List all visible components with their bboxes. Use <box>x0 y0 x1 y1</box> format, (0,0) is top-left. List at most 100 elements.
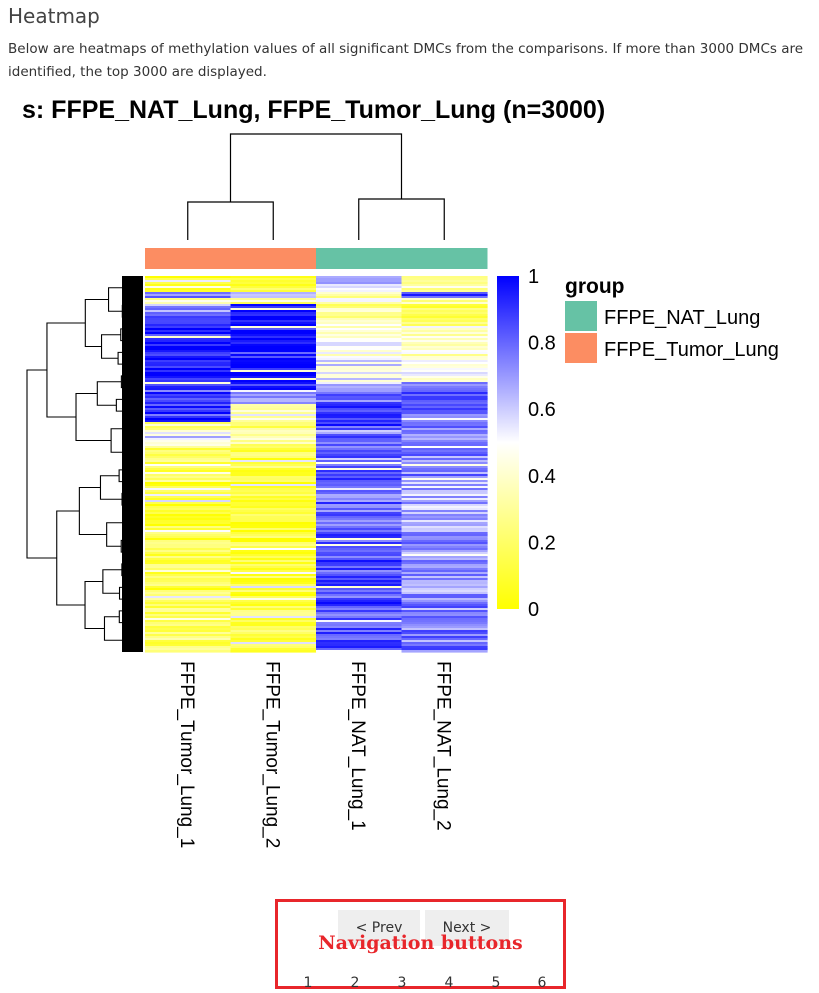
heatmap-cell <box>230 278 317 281</box>
group-legend: group FFPE_NAT_Lung FFPE_Tumor_Lung <box>565 275 779 363</box>
heatmap-cell <box>145 530 232 533</box>
heatmap-cell <box>145 592 232 595</box>
heatmap-cell <box>316 394 403 397</box>
heatmap-cell <box>230 614 317 617</box>
heatmap-cell <box>401 406 488 409</box>
page-number-link[interactable]: 2 <box>350 975 360 991</box>
heatmap-cell <box>316 496 403 499</box>
heatmap-cell <box>230 366 317 369</box>
heatmap-cell <box>401 316 488 319</box>
heatmap-cell <box>401 444 488 447</box>
heatmap-cell <box>145 420 232 423</box>
heatmap-cell <box>316 450 403 453</box>
heatmap-cell <box>230 552 317 555</box>
heatmap-cell <box>145 358 232 361</box>
heatmap-cell <box>230 478 317 481</box>
heatmap-cell <box>316 610 403 613</box>
page-number-link[interactable]: 1 <box>303 975 313 991</box>
heatmap-cell <box>401 358 488 361</box>
heatmap-cell <box>230 528 317 531</box>
heatmap-cell <box>316 426 403 429</box>
heatmap-cell <box>145 510 232 513</box>
heatmap-cell <box>145 526 232 529</box>
heatmap-cell <box>316 624 403 627</box>
heatmap-cell <box>401 510 488 513</box>
section-title: Heatmap <box>8 4 100 28</box>
heatmap-cell <box>230 326 317 329</box>
heatmap-cell <box>401 568 488 571</box>
heatmap-cell <box>230 616 317 619</box>
heatmap-cell <box>316 644 403 647</box>
heatmap-cell <box>401 334 488 337</box>
heatmap-cell <box>401 582 488 585</box>
heatmap-cell <box>316 382 403 385</box>
heatmap-cell <box>316 640 403 643</box>
heatmap-cell <box>401 612 488 615</box>
heatmap-cell <box>145 342 232 345</box>
heatmap-cell <box>316 546 403 549</box>
heatmap-cell <box>316 592 403 595</box>
heatmap-cell <box>230 564 317 567</box>
heatmap-cell <box>401 498 488 501</box>
heatmap-cell <box>230 450 317 453</box>
page-number-link[interactable]: 6 <box>537 975 547 991</box>
heatmap-cell <box>316 306 403 309</box>
heatmap-cell <box>401 550 488 553</box>
heatmap-cell <box>401 538 488 541</box>
heatmap-cell <box>316 342 403 345</box>
heatmap-cell <box>145 394 232 397</box>
heatmap-cell <box>230 276 317 279</box>
heatmap-cell <box>230 628 317 631</box>
heatmap-cell <box>401 572 488 575</box>
heatmap-cell <box>316 294 403 297</box>
heatmap-cell <box>316 452 403 455</box>
heatmap-cell <box>230 330 317 333</box>
heatmap-cell <box>230 436 317 439</box>
heatmap-cell <box>401 462 488 465</box>
heatmap-cell <box>145 330 232 333</box>
heatmap-cell <box>401 442 488 445</box>
heatmap-cell <box>145 384 232 387</box>
heatmap-cell <box>401 380 488 383</box>
heatmap-cell <box>230 280 317 283</box>
heatmap-cell <box>401 458 488 461</box>
heatmap-cell <box>316 384 403 387</box>
heatmap-cell <box>401 450 488 453</box>
heatmap-cell <box>401 468 488 471</box>
heatmap-cell <box>401 578 488 581</box>
heatmap-cell <box>145 514 232 517</box>
page-number-link[interactable]: 4 <box>444 975 454 991</box>
heatmap-cell <box>230 604 317 607</box>
heatmap-cell <box>316 524 403 527</box>
heatmap-cell <box>401 496 488 499</box>
heatmap-cell <box>316 330 403 333</box>
heatmap-cell <box>230 346 317 349</box>
page-number-link[interactable]: 5 <box>491 975 501 991</box>
heatmap-cell <box>230 500 317 503</box>
dendrogram-branch <box>84 298 109 348</box>
heatmap-cell <box>401 378 488 381</box>
next-button[interactable]: Next > <box>425 910 509 946</box>
heatmap-cell <box>316 650 403 653</box>
heatmap-cell <box>145 414 232 417</box>
heatmap-cell <box>145 316 232 319</box>
heatmap-cell <box>401 432 488 435</box>
heatmap-cell <box>230 510 317 513</box>
heatmap-cell <box>230 426 317 429</box>
heatmap-cell <box>145 492 232 495</box>
heatmap-cell <box>230 648 317 651</box>
dendrogram-branch <box>103 616 124 641</box>
heatmap-cell <box>316 288 403 291</box>
heatmap-cell <box>316 404 403 407</box>
heatmap-cell <box>145 370 232 373</box>
page-number-link[interactable]: 3 <box>397 975 407 991</box>
heatmap-cell <box>401 340 488 343</box>
heatmap-cell <box>230 354 317 357</box>
heatmap-cell <box>145 586 232 589</box>
heatmap-cell <box>145 536 232 539</box>
prev-button[interactable]: < Prev <box>338 910 420 946</box>
heatmap-cell <box>145 632 232 635</box>
heatmap-cell <box>401 490 488 493</box>
heatmap-cell <box>316 396 403 399</box>
heatmap-cell <box>230 592 317 595</box>
